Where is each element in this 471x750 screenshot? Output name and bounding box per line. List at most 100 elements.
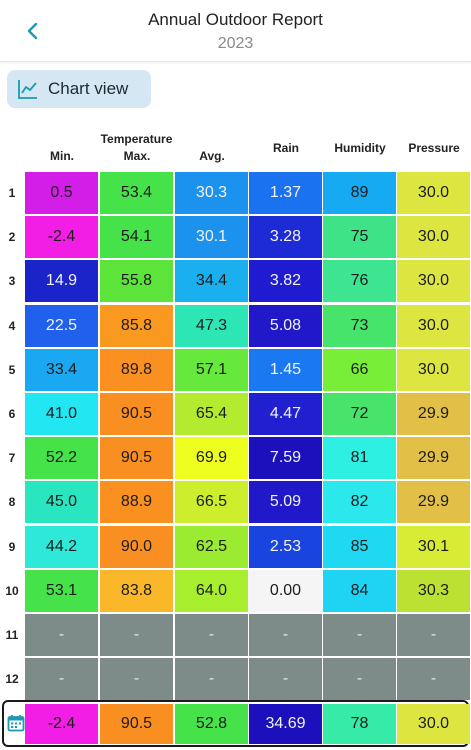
summary-cell: 78 [323, 704, 396, 744]
table-cell[interactable]: 5.09 [249, 481, 322, 524]
table-cell[interactable]: 90.0 [100, 525, 173, 568]
table-cell[interactable]: 0.5 [25, 172, 98, 214]
table-cell[interactable]: 30.0 [397, 304, 470, 347]
table-cell[interactable]: 14.9 [25, 260, 98, 303]
table-cell[interactable]: 29.9 [397, 481, 470, 524]
column-header-rain: Rain [272, 141, 299, 155]
table-cell[interactable]: 76 [323, 260, 396, 303]
table-cell[interactable]: 44.2 [25, 525, 98, 568]
table-cell[interactable]: 1.45 [249, 348, 322, 391]
column-header-min: Min. [50, 149, 74, 163]
table-cell[interactable]: 30.0 [397, 172, 470, 214]
table-cell[interactable]: 82 [323, 481, 396, 524]
table-cell[interactable]: 2.53 [249, 525, 322, 568]
summary-cell: 34.69 [249, 704, 322, 744]
table-cell[interactable]: 55.8 [100, 260, 173, 303]
table-cell[interactable]: 66.5 [175, 481, 248, 524]
table-cell[interactable]: 64.0 [175, 569, 248, 612]
table-cell[interactable]: 29.9 [397, 393, 470, 435]
table-cell[interactable]: 1.37 [249, 172, 322, 214]
row-number: 4 [8, 318, 16, 333]
table-cell[interactable]: 89.8 [100, 348, 173, 391]
table-cell[interactable]: 83.8 [100, 569, 173, 612]
column-header-humidity: Humidity [334, 141, 386, 155]
table-cell[interactable]: 45.0 [25, 481, 98, 524]
column-header-pressure: Pressure [408, 141, 460, 155]
table-cell[interactable]: 53.1 [25, 569, 98, 612]
back-arrow-icon[interactable] [22, 20, 44, 42]
row-number: 2 [8, 230, 16, 245]
chart-view-label: Chart view [48, 79, 129, 98]
table-cell[interactable]: 3.82 [249, 260, 322, 303]
table-cell[interactable]: 30.3 [175, 172, 248, 214]
column-header-max: Max. [123, 149, 151, 163]
column-header-avg: Avg. [199, 149, 225, 163]
table-cell[interactable]: 72 [323, 393, 396, 435]
table-cell[interactable]: - [100, 658, 173, 701]
table-cell[interactable]: 29.9 [397, 437, 470, 480]
table-cell[interactable]: 30.3 [397, 569, 470, 612]
table-cell[interactable]: 85 [323, 525, 396, 568]
chart-view-button[interactable]: Chart view [7, 70, 151, 108]
table-cell[interactable]: - [249, 614, 322, 656]
row-number: 12 [5, 672, 19, 687]
table-cell[interactable]: 41.0 [25, 393, 98, 435]
row-number: 9 [8, 539, 16, 554]
table-cell[interactable]: - [323, 614, 396, 656]
table-cell[interactable]: 30.0 [397, 216, 470, 259]
table-cell[interactable]: 65.4 [175, 393, 248, 435]
table-cell[interactable]: 5.08 [249, 304, 322, 347]
app-header: Annual Outdoor Report 2023 [0, 0, 471, 62]
summary-cell: 52.8 [175, 704, 248, 744]
summary-cell: -2.4 [25, 704, 98, 744]
table-cell[interactable]: 81 [323, 437, 396, 480]
table-cell[interactable]: 57.1 [175, 348, 248, 391]
table-cell[interactable]: - [397, 658, 470, 701]
table-cell[interactable]: 30.1 [397, 525, 470, 568]
table-cell[interactable]: - [175, 614, 248, 656]
row-number: 1 [8, 186, 16, 200]
table-cell[interactable]: 7.59 [249, 437, 322, 480]
table-cell[interactable]: 34.4 [175, 260, 248, 303]
page-subtitle: 2023 [217, 35, 254, 52]
table-cell[interactable]: 30.0 [397, 348, 470, 391]
table-cell[interactable]: 53.4 [100, 172, 173, 214]
table-cell[interactable]: 54.1 [100, 216, 173, 259]
table-cell[interactable]: 30.1 [175, 216, 248, 259]
table-cell[interactable]: - [25, 614, 98, 656]
table-cell[interactable]: - [25, 658, 98, 701]
table-cell[interactable]: - [397, 614, 470, 656]
table-cell[interactable]: - [249, 658, 322, 701]
table-cell[interactable]: 85.8 [100, 304, 173, 347]
table-cell[interactable]: -2.4 [25, 216, 98, 259]
table-cell[interactable]: 33.4 [25, 348, 98, 391]
table-cell[interactable]: 90.5 [100, 437, 173, 480]
table-cell[interactable]: 75 [323, 216, 396, 259]
table-cell[interactable]: 62.5 [175, 525, 248, 568]
table-cell[interactable]: - [323, 658, 396, 701]
table-cell[interactable]: 66 [323, 348, 396, 391]
table-cell[interactable]: 90.5 [100, 393, 173, 435]
table-cell[interactable]: 4.47 [249, 393, 322, 435]
table-cell[interactable]: - [175, 658, 248, 701]
row-number: 7 [8, 451, 16, 466]
row-number: 5 [8, 362, 16, 377]
table-cell[interactable]: 47.3 [175, 304, 248, 347]
summary-cell: 30.0 [397, 704, 470, 744]
table-cell[interactable]: 88.9 [100, 481, 173, 524]
line-chart-icon [18, 80, 37, 99]
table-cell[interactable]: - [100, 614, 173, 656]
row-number: 10 [5, 583, 19, 598]
table-cell[interactable]: 52.2 [25, 437, 98, 480]
table-cell[interactable]: 22.5 [25, 304, 98, 347]
table-cell[interactable]: 3.28 [249, 216, 322, 259]
table-cell[interactable]: 84 [323, 569, 396, 612]
table-cell[interactable]: 69.9 [175, 437, 248, 480]
table-cell[interactable]: 73 [323, 304, 396, 347]
calendar-icon[interactable] [7, 714, 25, 732]
table-cell[interactable]: 30.0 [397, 260, 470, 303]
table-cell[interactable]: 0.00 [249, 569, 322, 612]
column-group-temperature: Temperature [100, 132, 173, 146]
table-cell[interactable]: 89 [323, 172, 396, 214]
summary-cell: 90.5 [100, 704, 173, 744]
